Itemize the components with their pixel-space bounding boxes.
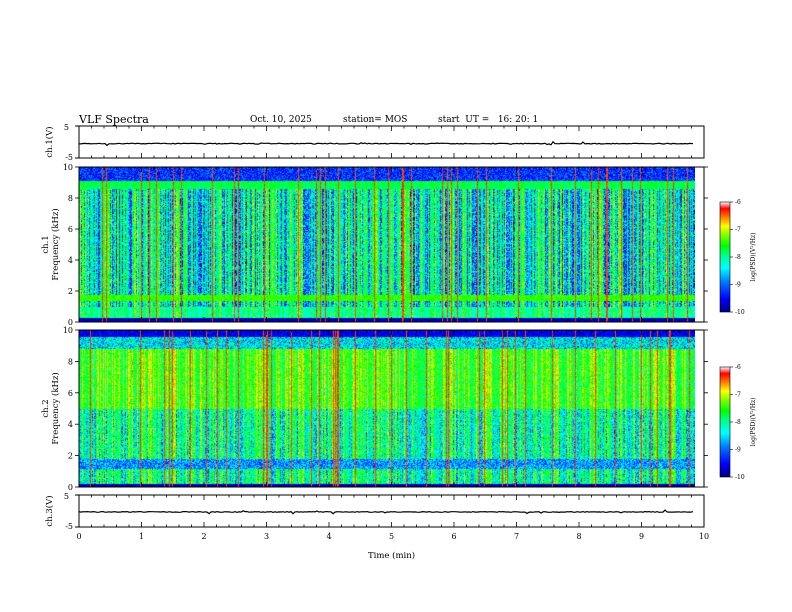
- ch2-spectrogram-ytick-label: 4: [68, 420, 73, 429]
- ch2-colorbar: [719, 366, 731, 478]
- ch1-colorbar-tick-label: -8: [735, 254, 741, 261]
- x-tick-label: 3: [264, 532, 269, 541]
- ch1-spectrogram-ytick-label: 2: [68, 287, 73, 296]
- ch1-spectrogram-ytick-label: 0: [68, 318, 73, 327]
- waveform-series-ch3: [78, 509, 694, 515]
- ch2-colorbar-tick-label: -9: [735, 447, 741, 454]
- x-tick-label: 2: [201, 532, 206, 541]
- ch3-waveform-ytick-label: 5: [64, 492, 69, 501]
- chart-title: VLF Spectra: [79, 113, 149, 126]
- ch3-waveform-ylabel: ch.3(V): [44, 495, 55, 526]
- ch2-frequency-ylabel: Frequency (kHz): [50, 372, 61, 444]
- x-axis-label: Time (min): [368, 550, 415, 561]
- x-tick-label: 9: [639, 532, 644, 541]
- ch1-colorbar-tick-label: -10: [735, 309, 745, 316]
- x-tick-label: 8: [576, 532, 581, 541]
- spectrogram-image-ch2: [79, 330, 695, 487]
- ch1-waveform-ytick-label: -5: [65, 153, 73, 162]
- ch1-waveform-ytick-label: 5: [64, 123, 69, 132]
- ch1-spectrogram-ytick-label: 10: [63, 163, 73, 172]
- x-tick-label: 7: [514, 532, 519, 541]
- ch1-colorbar-label: log(PSD)(V²/Hz): [750, 233, 757, 282]
- ch1-colorbar: [719, 201, 731, 313]
- ch2-colorbar-label: log(PSD)(V²/Hz): [750, 398, 757, 447]
- ch3-waveform-ytick-label: -5: [65, 522, 73, 531]
- date-label: Oct. 10, 2025: [250, 115, 312, 125]
- ch2-colorbar-tick-label: -6: [735, 364, 741, 371]
- ch1-waveform-ylabel: ch.1(V): [44, 126, 55, 157]
- ch1-spectrogram-ylabel: ch.1: [41, 235, 51, 253]
- ch1-colorbar-tick-label: -9: [735, 282, 741, 289]
- ch1-colorbar-tick-label: -6: [735, 199, 741, 206]
- station-label: station= MOS: [343, 115, 408, 125]
- start-time-label: start UT = 16: 20: 1: [438, 115, 539, 125]
- ch2-spectrogram-ytick-label: 2: [68, 452, 73, 461]
- ch2-spectrogram-ylabel: ch.2: [41, 399, 51, 417]
- ch2-spectrogram-ytick-label: 8: [68, 357, 73, 366]
- spectrogram-image-ch1: [79, 167, 695, 322]
- waveform-series-ch1: [78, 140, 694, 147]
- ch1-colorbar-tick-label: -7: [735, 227, 741, 234]
- x-tick-label: 10: [699, 532, 709, 541]
- ch1-spectrogram-ytick-label: 6: [68, 225, 73, 234]
- ch1-spectrogram-ytick-label: 4: [68, 256, 73, 265]
- ch1-spectrogram-ytick-label: 8: [68, 194, 73, 203]
- ch2-colorbar-tick-label: -10: [735, 474, 745, 481]
- x-tick-label: 4: [326, 532, 331, 541]
- ch2-colorbar-tick-label: -8: [735, 419, 741, 426]
- x-tick-label: 5: [389, 532, 394, 541]
- ch2-spectrogram-ytick-label: 6: [68, 389, 73, 398]
- ch2-spectrogram-ytick-label: 10: [63, 326, 73, 335]
- ch1-frequency-ylabel: Frequency (kHz): [50, 208, 61, 280]
- x-tick-label: 6: [451, 532, 456, 541]
- x-tick-label: 1: [139, 532, 144, 541]
- ch2-colorbar-tick-label: -7: [735, 392, 741, 399]
- ch2-spectrogram-ytick-label: 0: [68, 483, 73, 492]
- x-tick-label: 0: [76, 532, 81, 541]
